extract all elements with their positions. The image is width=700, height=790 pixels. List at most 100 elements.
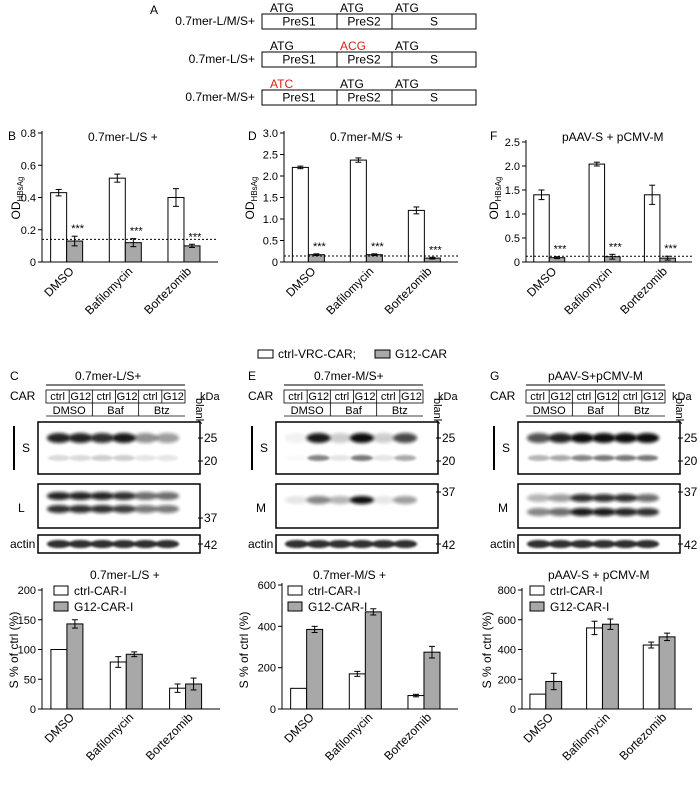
band-actin — [526, 540, 551, 548]
elisa-chart-d: D 0.7mer-M/S + ODHBsAg 0 0.5 1.0 1.5 2.0 2.5 3.0 *… — [243, 128, 458, 318]
segment-s: S — [430, 91, 438, 105]
marker-37: 37 — [442, 485, 456, 499]
legend-label: ctrl-CAR-I — [550, 584, 603, 598]
y-tick-label: 2.0 — [505, 161, 520, 173]
category-label: DMSO — [521, 710, 556, 745]
lane-label: G12 — [308, 391, 329, 403]
band-actin — [284, 540, 309, 548]
y-tick-label: 0 — [272, 257, 278, 269]
band-s-25 — [570, 433, 595, 443]
segment-pres1: PreS1 — [282, 53, 316, 67]
lane-label: G12 — [401, 391, 422, 403]
category-label: DMSO — [283, 264, 318, 299]
band-mid — [328, 496, 353, 504]
legend-label-g12: G12-CAR — [395, 347, 447, 361]
band-mid — [371, 496, 396, 504]
band-mid — [155, 492, 180, 500]
legend-label: ctrl-CAR-I — [74, 584, 127, 598]
y-tick-label: 0 — [30, 704, 36, 716]
blank-label: blank — [673, 398, 685, 425]
band-mid — [46, 505, 71, 513]
band-actin — [133, 540, 158, 548]
group-label: DMSO — [291, 405, 324, 417]
lane-label: ctrl — [381, 391, 396, 403]
construct-name: 0.7mer-M/S+ — [185, 90, 255, 104]
actin-label: actin — [490, 537, 515, 551]
legend-swatch — [53, 585, 69, 596]
y-tick-label: 150 — [18, 615, 36, 627]
mid-label: M — [256, 501, 266, 515]
band-s-25 — [635, 433, 660, 443]
significance-marker: *** — [130, 226, 144, 238]
chart-title: 0.7mer-L/S + — [90, 568, 160, 582]
lane-label: G12 — [163, 391, 184, 403]
panel-label: C — [10, 369, 19, 383]
band-mid — [306, 496, 331, 504]
band-mid — [548, 494, 573, 502]
y-tick-label: 3.0 — [263, 128, 278, 140]
band-s-20 — [614, 455, 637, 461]
y-tick-label: 2.5 — [505, 137, 520, 149]
group-label: DMSO — [533, 405, 566, 417]
bar — [601, 623, 619, 710]
y-axis-label-subscript: HBsAg — [16, 177, 25, 202]
band-s-25 — [46, 433, 71, 443]
lane-label: G12 — [643, 391, 664, 403]
band-s-20 — [394, 455, 417, 461]
band-mid — [90, 505, 115, 513]
band-s-20 — [112, 455, 135, 461]
panel-a-label: A — [150, 3, 158, 17]
bar — [183, 245, 201, 263]
band-s-25 — [393, 433, 418, 443]
band-s-20 — [372, 455, 395, 461]
band-s-20 — [286, 455, 308, 461]
bar — [658, 636, 676, 710]
band-actin — [570, 540, 595, 548]
legend-swatch — [529, 585, 545, 596]
y-tick-label: 1.5 — [505, 185, 520, 197]
gene-bar — [261, 13, 477, 30]
codon-2-mutant: ACG — [340, 39, 366, 53]
band-mid — [613, 494, 638, 502]
significance-marker: *** — [664, 243, 678, 255]
legend-label: G12-CAR-I — [74, 600, 133, 614]
band-actin — [548, 540, 573, 548]
lane-label: G12 — [70, 391, 91, 403]
y-tick-label: 0 — [510, 704, 516, 716]
band-mid — [635, 494, 660, 502]
legend-swatch-ctrl — [257, 349, 274, 359]
marker-37: 37 — [684, 485, 698, 499]
band-s-25 — [284, 433, 309, 443]
band-s-25 — [90, 433, 115, 443]
segment-pres1: PreS1 — [282, 91, 316, 105]
segment-s: S — [430, 53, 438, 67]
lane-label: ctrl — [143, 391, 158, 403]
band-s-25 — [548, 433, 573, 443]
lane-label: ctrl — [335, 391, 350, 403]
category-label: Bortezomib — [141, 264, 194, 317]
band-s-20 — [47, 455, 70, 461]
actin-label: actin — [10, 537, 35, 551]
band-s-20 — [134, 455, 157, 461]
band-s-20 — [571, 455, 594, 461]
band-s-25 — [328, 433, 353, 443]
chart-title: pAAV-S + pCMV-M — [562, 130, 663, 144]
marker-37: 37 — [204, 511, 218, 525]
bar — [109, 661, 127, 710]
category-label: Bafilomycin — [561, 264, 614, 317]
bar — [407, 695, 425, 710]
band-mid — [133, 505, 158, 513]
bar — [291, 166, 309, 263]
group-label: Btz — [392, 405, 408, 417]
y-tick-label: 50 — [24, 674, 36, 686]
lane-label: G12 — [550, 391, 571, 403]
band-mid — [284, 496, 309, 504]
lane-label: ctrl — [530, 391, 545, 403]
y-tick-label: 800 — [498, 585, 516, 597]
bar — [50, 192, 68, 263]
y-tick-label: 1.5 — [263, 193, 278, 205]
band-mid — [111, 492, 136, 500]
band-actin — [68, 540, 93, 548]
marker-42: 42 — [204, 538, 218, 552]
band-mid — [68, 492, 93, 500]
